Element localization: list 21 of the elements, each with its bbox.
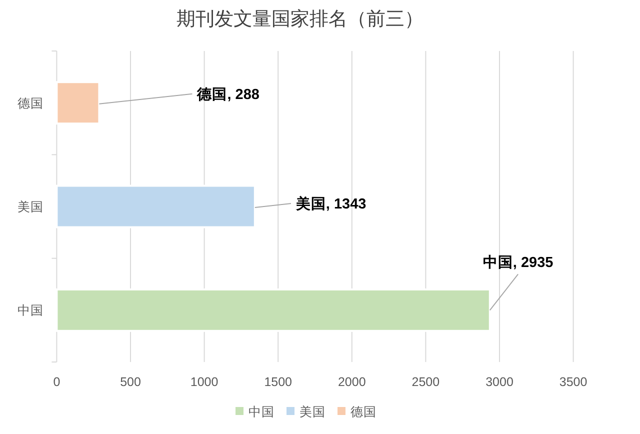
x-tick-label: 0 xyxy=(53,375,60,389)
legend-label: 中国 xyxy=(248,405,274,419)
data-label: 中国, 2935 xyxy=(482,254,554,272)
legend-label: 美国 xyxy=(300,404,326,419)
legend-item: 中国 xyxy=(236,405,274,419)
chart-title: 期刊发文量国家排名（前三） xyxy=(176,8,424,30)
y-tick-label: 美国 xyxy=(18,199,44,214)
x-tick-label: 1500 xyxy=(264,375,292,389)
x-tick-label: 2500 xyxy=(412,375,440,389)
data-label: 美国, 1343 xyxy=(294,194,366,212)
x-tick-label: 3000 xyxy=(486,375,514,389)
data-label: 德国, 288 xyxy=(196,86,260,103)
legend-item: 美国 xyxy=(286,405,326,419)
x-tick-label: 2000 xyxy=(338,375,366,389)
y-tick-label: 中国 xyxy=(18,304,44,318)
y-tick-label: 德国 xyxy=(18,96,44,110)
legend-label: 德国 xyxy=(350,405,376,419)
x-tick-label: 500 xyxy=(120,375,141,389)
x-tick-label: 1000 xyxy=(190,375,218,389)
legend-item: 德国 xyxy=(338,405,376,419)
x-tick-label: 3500 xyxy=(559,375,588,389)
